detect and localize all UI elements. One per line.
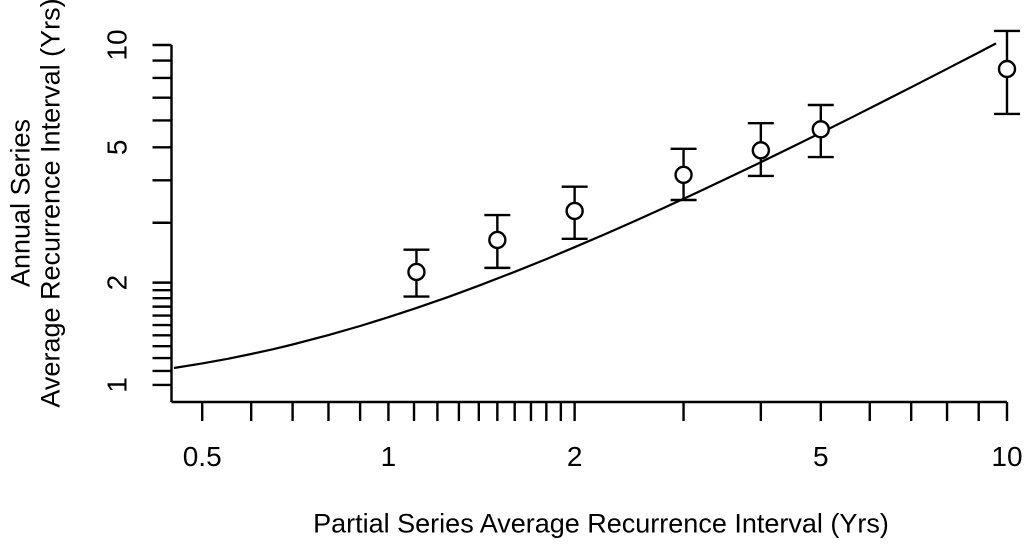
data-point [484,213,511,270]
curve-line [173,42,997,370]
x-tick-label: 2 [567,441,583,472]
y-axis: 1 2 5 10 [102,29,173,402]
data-point [807,103,834,159]
y-axis-title-line1: Annual Series [5,118,36,288]
point-marker-circle [674,165,693,185]
x-axis: 0.5 1 2 5 10 [171,400,1023,472]
x-tick-label: 10 [991,441,1022,472]
x-tick-label: 5 [813,441,829,472]
y-tick-label: 2 [102,275,133,291]
x-tick-label: 0.5 [183,441,222,472]
data-point [403,248,430,298]
data-point [747,121,774,178]
point-marker-circle [407,262,426,282]
y-axis-title-line2: Average Recurrence Interval (Yrs) [35,0,66,408]
y-tick-label: 5 [102,140,133,156]
data-point [994,29,1020,116]
data-points [403,29,1020,298]
point-marker-circle [751,141,771,160]
y-tick-label: 1 [102,377,133,393]
point-marker-circle [488,230,507,250]
data-point [670,147,697,202]
point-marker-circle [565,201,584,221]
x-tick-label: 1 [381,441,397,472]
data-point [561,185,588,241]
point-marker-circle [997,59,1017,79]
x-axis-title: Partial Series Average Recurrence Interv… [313,508,889,539]
point-marker-circle [811,120,830,139]
y-tick-label: 10 [102,29,133,60]
fitted-curve [173,42,997,370]
